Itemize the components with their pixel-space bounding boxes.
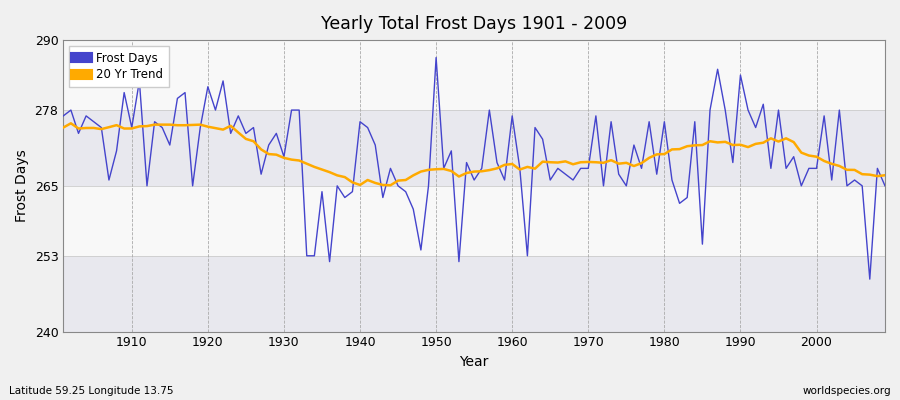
Frost Days <box>332 184 343 188</box>
Frost Days <box>864 277 875 282</box>
20 Yr Trend <box>339 175 350 180</box>
Frost Days <box>515 166 526 171</box>
Legend: Frost Days, 20 Yr Trend: Frost Days, 20 Yr Trend <box>69 46 169 87</box>
Text: Latitude 59.25 Longitude 13.75: Latitude 59.25 Longitude 13.75 <box>9 386 174 396</box>
Text: worldspecies.org: worldspecies.org <box>803 386 891 396</box>
Y-axis label: Frost Days: Frost Days <box>15 150 29 222</box>
Frost Days <box>507 114 517 118</box>
Bar <box>63 256 885 332</box>
20 Yr Trend <box>126 126 137 131</box>
Line: 20 Yr Trend: 20 Yr Trend <box>63 123 885 185</box>
20 Yr Trend <box>879 173 890 178</box>
Frost Days <box>879 184 890 188</box>
Line: Frost Days: Frost Days <box>63 58 885 279</box>
20 Yr Trend <box>58 125 68 130</box>
Title: Yearly Total Frost Days 1901 - 2009: Yearly Total Frost Days 1901 - 2009 <box>321 15 627 33</box>
X-axis label: Year: Year <box>460 355 489 369</box>
Frost Days <box>119 90 130 95</box>
20 Yr Trend <box>66 121 77 126</box>
20 Yr Trend <box>293 158 304 163</box>
Frost Days <box>58 114 68 118</box>
Frost Days <box>431 55 442 60</box>
20 Yr Trend <box>385 183 396 188</box>
Bar <box>63 110 885 186</box>
20 Yr Trend <box>613 161 624 166</box>
Frost Days <box>286 108 297 112</box>
Frost Days <box>606 119 616 124</box>
20 Yr Trend <box>522 164 533 169</box>
20 Yr Trend <box>515 167 526 172</box>
